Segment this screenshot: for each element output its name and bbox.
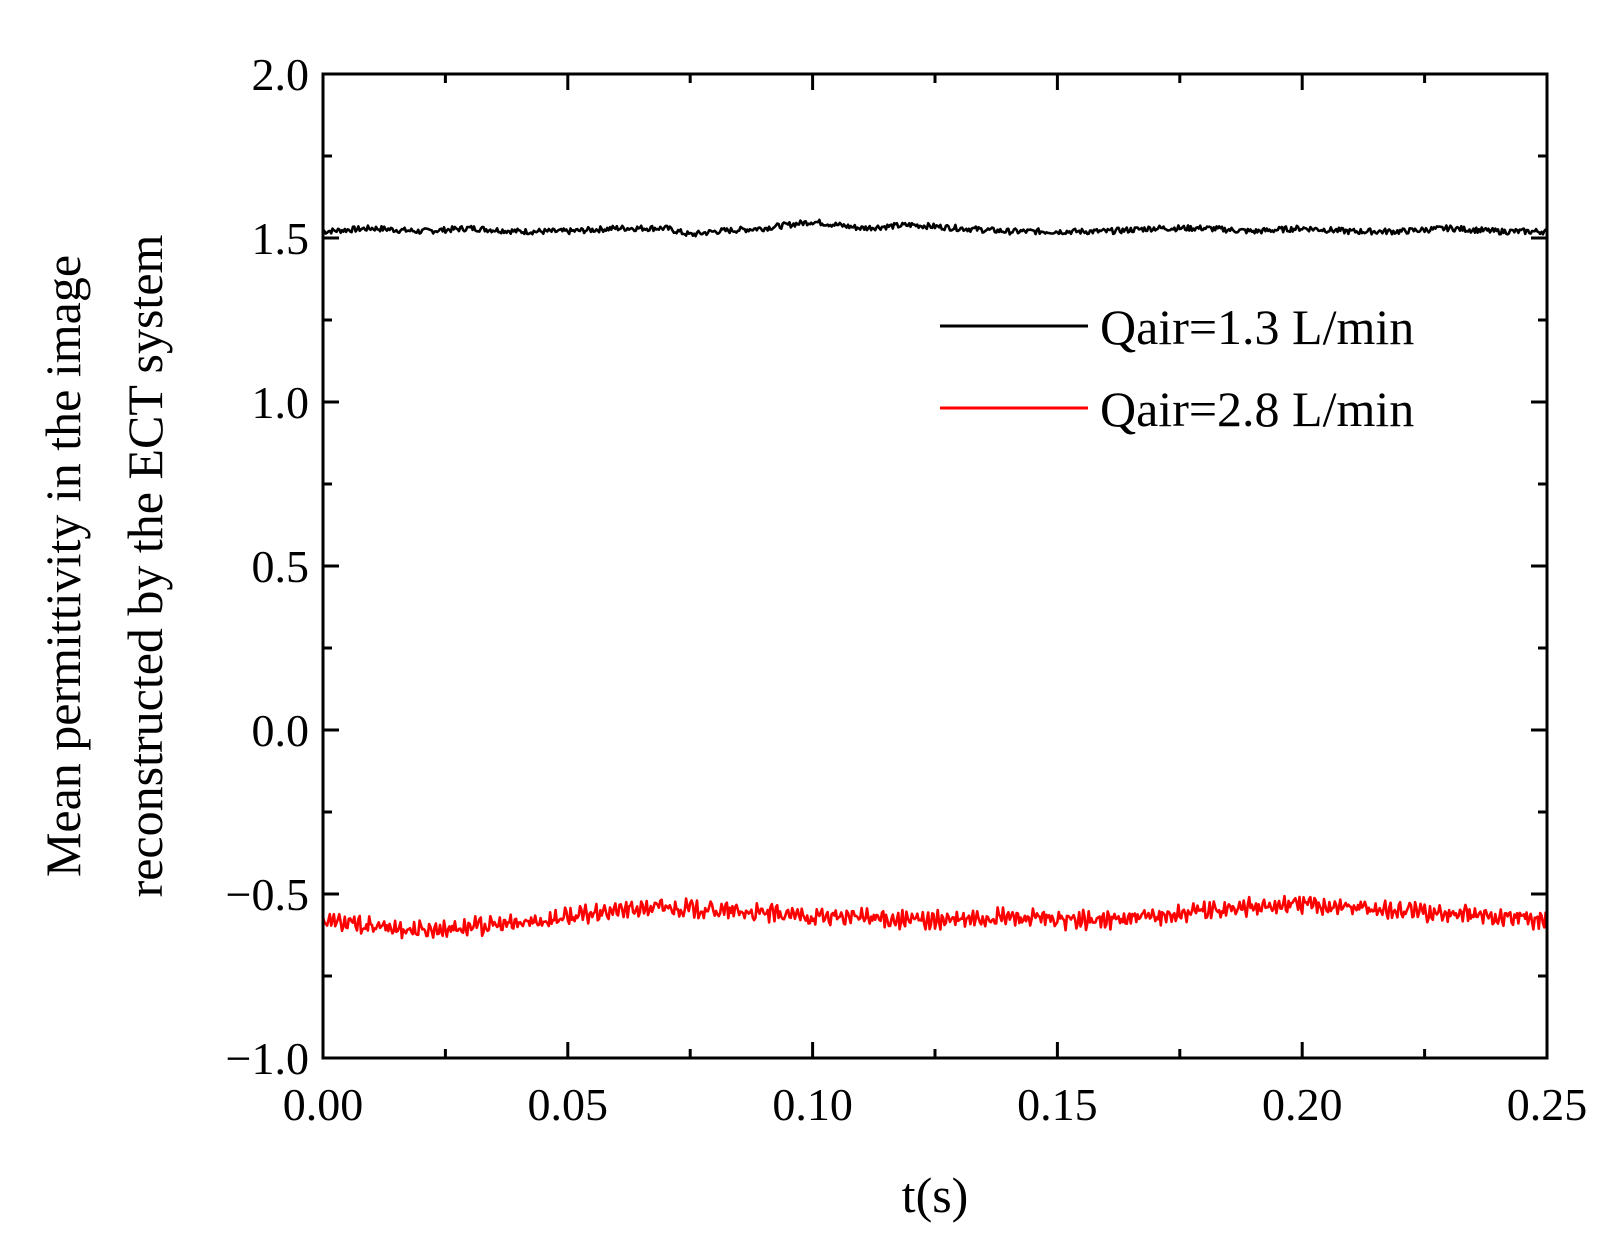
y-tick-label: −0.5 [226,869,309,920]
x-tick-label: 0.10 [772,1079,853,1130]
x-tick-label: 0.05 [528,1079,609,1130]
axis-ticks [321,72,1549,1060]
x-tick-label: 0.25 [1507,1079,1588,1130]
y-tick-label: 1.5 [252,213,310,264]
plot-area [321,72,1549,1060]
x-tick-label: 0.00 [283,1079,364,1130]
y-tick-label: 0.0 [252,705,310,756]
x-tick-label: 0.20 [1262,1079,1343,1130]
plot-frame [321,72,1549,1060]
legend-label-qair-2-8: Qair=2.8 L/min [1100,381,1414,437]
series-line-0 [322,218,1548,238]
y-tick-label: 1.0 [252,377,310,428]
y-tick-label: 2.0 [252,49,310,100]
y-axis-title-line-2: reconstructed by the ECT system [117,234,173,897]
series-line-1 [321,894,1549,940]
y-tick-label: 0.5 [252,541,310,592]
y-tick-label: −1.0 [226,1033,309,1084]
x-tick-label: 0.15 [1017,1079,1098,1130]
legend: Qair=1.3 L/min Qair=2.8 L/min [940,299,1414,437]
legend-label-qair-1-3: Qair=1.3 L/min [1100,299,1414,355]
tick-labels: 0.00 0.05 0.10 0.15 0.20 0.25 −1.0 −0.5 0.0 0.5 1.… [226,49,1588,1130]
y-axis-title-line-1: Mean permittivity in the image [35,255,91,877]
x-axis-title: t(s) [902,1167,969,1223]
